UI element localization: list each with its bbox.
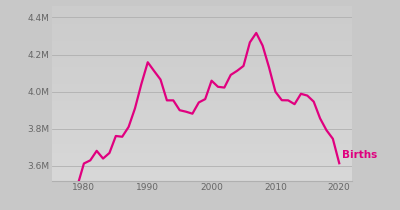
Text: Births: Births [342,150,377,160]
